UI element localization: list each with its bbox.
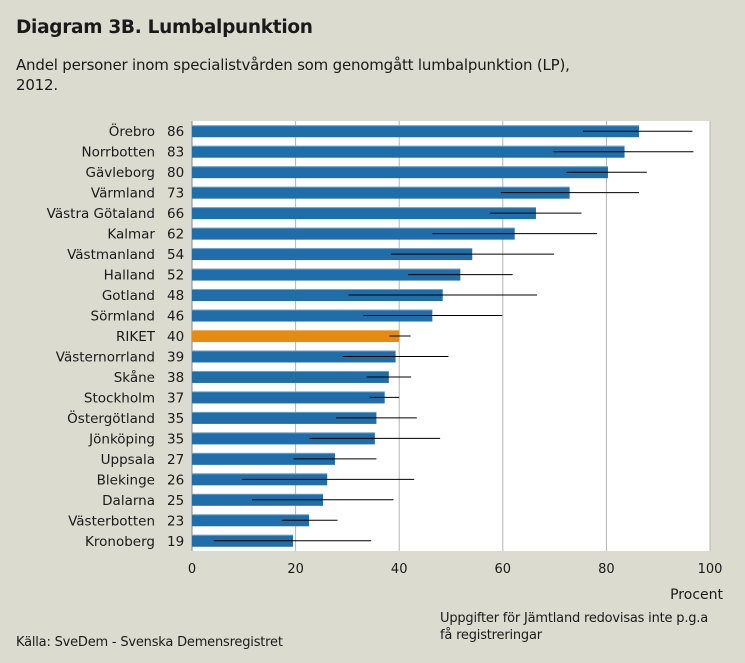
value-label: 25 — [167, 493, 184, 509]
value-label: 39 — [167, 349, 184, 365]
error-bars-group — [213, 130, 694, 542]
category-label: Västernorrland — [56, 349, 155, 365]
x-tick-label: 40 — [391, 562, 408, 577]
category-label: Stockholm — [84, 390, 155, 406]
x-tick-label: 100 — [698, 562, 723, 577]
x-axis-label: Procent — [670, 587, 723, 603]
x-tick-label: 20 — [287, 562, 304, 577]
value-label: 38 — [167, 370, 184, 386]
category-label: RIKET — [116, 329, 156, 345]
value-label: 48 — [167, 288, 184, 304]
x-tick-labels-group: 0 20 40 60 80 100 — [188, 562, 723, 577]
category-label: Uppsala — [101, 452, 155, 468]
category-label: Örebro — [109, 122, 155, 140]
bar-halland — [192, 268, 461, 281]
category-label: Dalarna — [102, 493, 155, 509]
category-label: Sörmland — [91, 309, 155, 325]
category-label: Västerbotten — [68, 513, 155, 529]
value-label: 73 — [167, 186, 184, 202]
bar-riket — [192, 330, 400, 342]
category-label: Västmanland — [67, 247, 155, 263]
value-labels-group: 86 83 80 73 66 62 54 52 48 46 40 39 38 37 35 35 27 26 25 23… — [167, 124, 184, 550]
category-label: Jönköping — [88, 431, 155, 447]
value-label: 46 — [167, 309, 184, 325]
bar-gotland — [192, 289, 443, 302]
bar-västernorrland — [192, 350, 396, 363]
value-label: 27 — [167, 452, 184, 468]
category-label: Blekinge — [97, 472, 155, 488]
category-label: Västra Götaland — [47, 206, 155, 222]
category-label: Kalmar — [107, 227, 155, 243]
value-label: 62 — [167, 227, 184, 243]
bar-norrbotten — [192, 145, 625, 158]
category-label: Kronoberg — [85, 534, 155, 550]
value-label: 35 — [167, 411, 184, 427]
value-label: 23 — [167, 513, 184, 529]
bar-skåne — [192, 370, 389, 383]
value-label: 52 — [167, 268, 184, 284]
category-labels-group: Örebro Norrbotten Gävleborg Värmland Västra … — [47, 122, 156, 550]
bar-uppsala — [192, 452, 335, 465]
value-label: 37 — [167, 390, 184, 406]
page-subtitle: Andel personer inom specialistvården som… — [16, 56, 570, 94]
bar-västra-götaland — [192, 207, 536, 220]
source-note: Källa: SveDem - Svenska Demensregistret — [16, 635, 283, 650]
bar-kalmar — [192, 227, 515, 240]
value-label: 54 — [167, 247, 184, 263]
bar-örebro — [192, 125, 640, 138]
value-label: 86 — [167, 124, 184, 140]
category-label: Östergötland — [67, 409, 155, 427]
category-label: Gävleborg — [86, 165, 156, 181]
value-label: 80 — [167, 165, 184, 181]
value-label: 40 — [167, 329, 184, 345]
value-label: 19 — [167, 534, 184, 550]
bar-stockholm — [192, 391, 385, 404]
category-label: Skåne — [114, 369, 155, 386]
category-label: Gotland — [102, 288, 155, 304]
value-label: 66 — [167, 206, 184, 222]
x-tick-label: 60 — [495, 562, 512, 577]
category-label: Norrbotten — [82, 145, 156, 161]
category-label: Värmland — [91, 186, 155, 202]
bar-värmland — [192, 186, 570, 199]
footnote: Uppgifter för Jämtland redovisas inte p.… — [440, 611, 708, 643]
value-label: 83 — [167, 145, 184, 161]
value-label: 26 — [167, 472, 184, 488]
bar-gävleborg — [192, 166, 608, 179]
bars-group — [192, 125, 640, 547]
bar-östergötland — [192, 411, 377, 424]
value-label: 35 — [167, 431, 184, 447]
bar-sörmland — [192, 309, 433, 322]
bar-västerbotten — [192, 514, 310, 527]
category-label: Halland — [104, 268, 155, 284]
bar-västmanland — [192, 248, 473, 261]
x-tick-label: 0 — [188, 562, 196, 577]
x-tick-label: 80 — [598, 562, 615, 577]
bar-jönköping — [192, 432, 375, 445]
page-title: Diagram 3B. Lumbalpunktion — [16, 17, 313, 38]
